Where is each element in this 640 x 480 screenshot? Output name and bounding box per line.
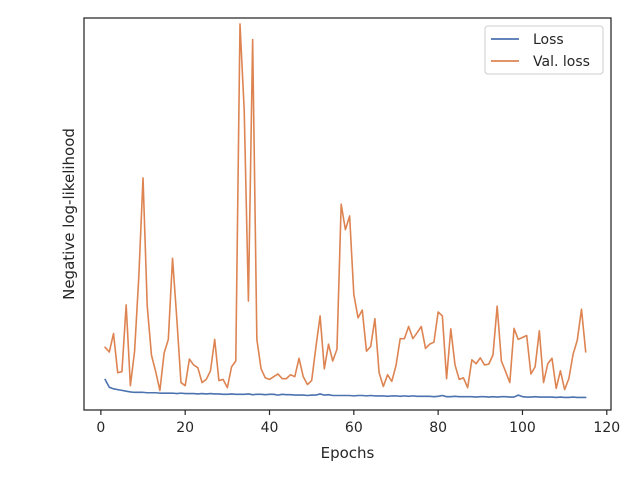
x-axis-ticks: 0 20 40 60 80 100 120: [96, 410, 620, 436]
x-tick-label: 40: [261, 420, 279, 436]
x-tick-label: 100: [509, 420, 536, 436]
legend-label-1: Val. loss: [533, 54, 590, 70]
series-line-1: [104, 23, 587, 392]
series-line-0: [104, 378, 587, 399]
x-tick-label: 20: [176, 420, 194, 436]
legend: Loss Val. loss: [484, 25, 604, 75]
x-tick-label: 80: [429, 420, 447, 436]
x-axis-label: Epochs: [321, 444, 375, 462]
x-tick-label: 120: [593, 420, 620, 436]
plot-frame: [83, 17, 612, 411]
x-tick-label: 60: [345, 420, 363, 436]
legend-label-0: Loss: [533, 32, 564, 48]
series-group: [104, 23, 587, 399]
legend-box: [484, 25, 604, 75]
y-axis-label: Negative log-likelihood: [60, 128, 78, 300]
x-tick-label: 0: [96, 420, 105, 436]
